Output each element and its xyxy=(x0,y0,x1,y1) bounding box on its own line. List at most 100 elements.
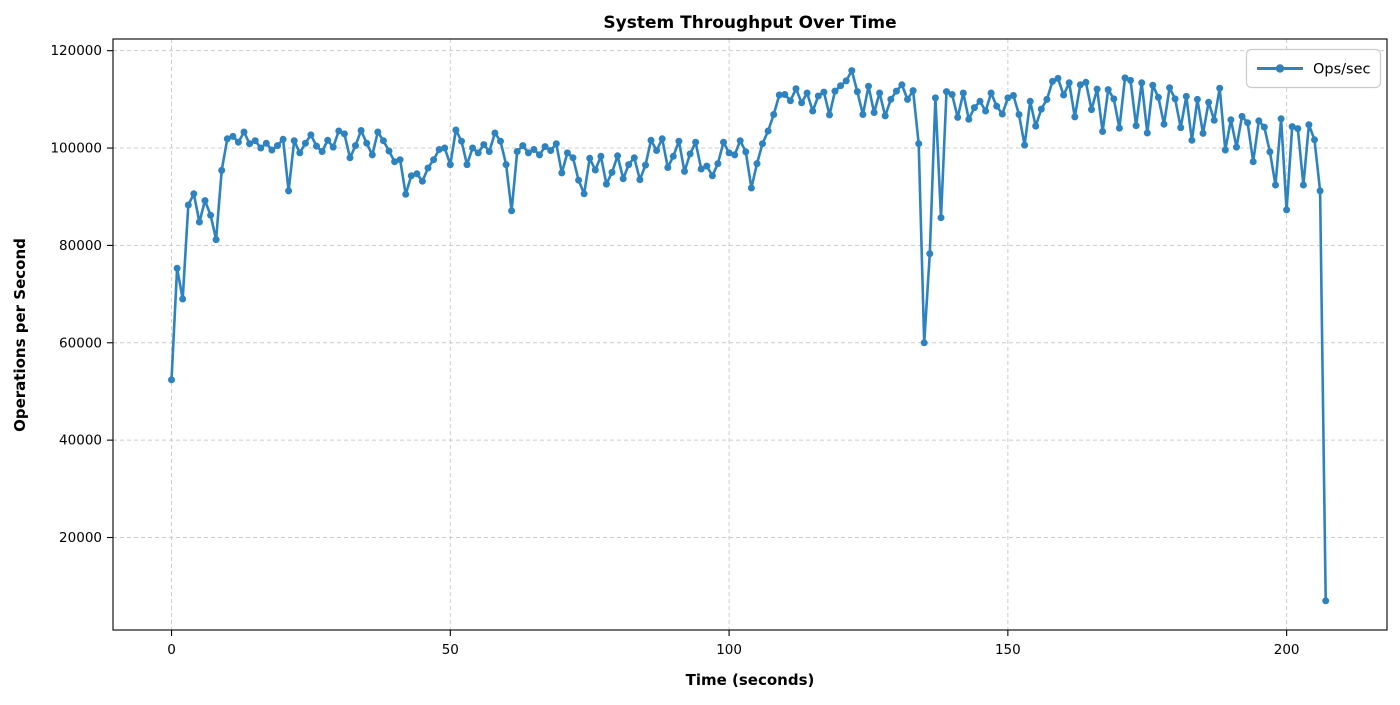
data-point xyxy=(642,161,649,169)
data-point xyxy=(614,152,622,160)
data-point xyxy=(519,142,527,150)
data-point xyxy=(313,142,320,150)
data-point xyxy=(346,154,354,162)
data-point xyxy=(1305,121,1313,129)
data-point xyxy=(703,162,711,170)
data-point xyxy=(619,175,627,183)
data-point xyxy=(608,168,616,176)
data-point xyxy=(987,89,995,97)
data-point xyxy=(285,187,293,195)
data-point xyxy=(692,138,700,146)
data-point xyxy=(379,137,387,145)
data-point xyxy=(558,169,566,177)
legend-box xyxy=(1245,48,1382,89)
data-point xyxy=(1249,158,1257,166)
x-tick-label: 0 xyxy=(167,642,176,658)
data-point xyxy=(513,148,521,155)
data-point xyxy=(814,92,822,100)
data-point xyxy=(469,144,477,152)
data-point xyxy=(274,142,281,150)
data-point xyxy=(770,111,778,118)
y-tick-label: 100000 xyxy=(50,141,102,157)
data-point xyxy=(368,151,376,159)
data-point xyxy=(324,136,332,144)
chart-title: System Throughput Over Time xyxy=(603,13,896,33)
data-point xyxy=(184,201,192,209)
data-point xyxy=(1210,116,1218,124)
data-point xyxy=(1138,79,1146,87)
data-point xyxy=(982,107,990,115)
data-point xyxy=(1149,81,1157,89)
data-point xyxy=(1104,86,1112,94)
data-point xyxy=(257,144,265,152)
data-point xyxy=(207,211,215,219)
data-point xyxy=(948,91,956,98)
data-point xyxy=(1311,136,1318,144)
data-point xyxy=(1238,112,1246,120)
legend-marker-icon xyxy=(1275,64,1285,73)
data-point xyxy=(976,97,984,105)
data-point xyxy=(1015,111,1023,118)
data-point xyxy=(1260,123,1268,131)
data-point xyxy=(251,137,259,145)
data-point xyxy=(965,115,973,123)
y-tick-label: 60000 xyxy=(59,335,102,351)
data-point xyxy=(1121,74,1129,82)
data-point xyxy=(998,110,1006,118)
data-point xyxy=(625,161,633,169)
data-point xyxy=(413,170,421,178)
data-point xyxy=(530,146,538,153)
data-point xyxy=(909,87,917,95)
data-point xyxy=(1193,95,1201,103)
data-point xyxy=(915,140,923,148)
data-point xyxy=(1272,181,1279,189)
data-point xyxy=(1316,187,1324,195)
data-point xyxy=(937,214,945,222)
data-point xyxy=(686,150,694,158)
data-point xyxy=(591,166,599,174)
data-point xyxy=(781,91,789,98)
data-point xyxy=(1093,85,1101,93)
data-point xyxy=(586,154,594,162)
data-point xyxy=(675,137,683,145)
data-point xyxy=(374,128,382,136)
data-point xyxy=(335,127,343,135)
data-point xyxy=(552,140,560,148)
data-point xyxy=(831,87,839,95)
data-point xyxy=(407,172,415,180)
data-point xyxy=(809,107,817,115)
data-point xyxy=(920,339,928,347)
data-point xyxy=(318,148,326,155)
data-point xyxy=(1227,116,1235,124)
data-point xyxy=(246,140,254,148)
data-point xyxy=(195,218,203,226)
data-point xyxy=(630,154,638,162)
data-point xyxy=(307,131,315,139)
axes-frame xyxy=(112,38,1388,631)
data-point xyxy=(859,111,867,118)
data-point xyxy=(775,91,783,99)
x-axis-label: Time (seconds) xyxy=(686,671,815,689)
x-tick-label: 200 xyxy=(1274,642,1300,658)
data-point xyxy=(870,109,878,116)
y-tick-label: 120000 xyxy=(50,43,102,59)
data-point xyxy=(1299,181,1307,189)
data-point xyxy=(876,89,884,97)
data-point xyxy=(697,165,705,173)
data-point xyxy=(669,152,677,160)
data-point xyxy=(1160,120,1168,128)
data-point xyxy=(1177,124,1185,132)
data-point xyxy=(340,130,348,138)
data-point xyxy=(898,81,906,89)
data-point xyxy=(865,82,872,90)
data-point xyxy=(931,94,939,102)
data-point xyxy=(385,147,393,155)
data-point xyxy=(363,139,371,147)
data-point xyxy=(491,129,499,137)
data-point xyxy=(681,167,688,175)
data-point xyxy=(402,190,410,198)
data-point xyxy=(1076,81,1084,89)
data-point xyxy=(848,67,856,75)
data-point xyxy=(229,132,237,140)
data-point xyxy=(764,127,772,135)
